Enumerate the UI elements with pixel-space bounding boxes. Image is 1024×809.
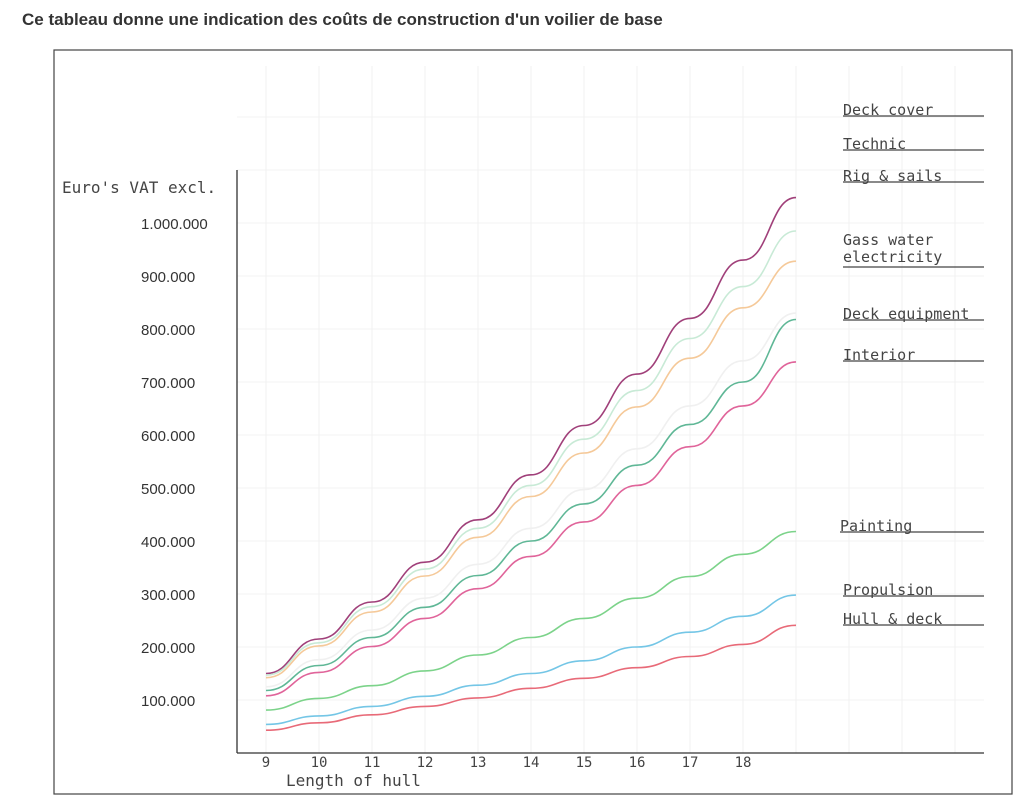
grid [237, 66, 984, 754]
legend-label-deck-cover: Deck cover [843, 101, 933, 119]
legend-label-painting: Painting [840, 517, 912, 535]
legend-label-propulsion: Propulsion [843, 581, 933, 599]
x-tick-label: 12 [417, 755, 434, 771]
tick-labels: 100.000 200.000 300.000 400.000 500.000 600.0… [141, 216, 751, 771]
series-line-deck-cover [265, 196, 797, 675]
legend-label-interior: Interior [843, 346, 915, 364]
x-tick-label: 11 [364, 755, 381, 771]
x-tick-label: 9 [262, 755, 270, 771]
legend-label-technic: Technic [843, 135, 906, 153]
y-tick-label: 400.000 [141, 534, 195, 551]
x-tick-label: 14 [523, 755, 540, 771]
y-tick-label: 200.000 [141, 640, 195, 657]
legend-label-deck-equipment: Deck equipment [843, 305, 969, 323]
y-tick-label: 500.000 [141, 481, 195, 498]
x-tick-label: 13 [470, 755, 487, 771]
x-tick-label: 15 [576, 755, 593, 771]
x-tick-label: 16 [629, 755, 646, 771]
legend-label-gass-water-electricity: Gass water electricity [843, 231, 942, 266]
series-line-technic [265, 230, 797, 676]
y-tick-label: 900.000 [141, 269, 195, 286]
y-tick-label: 600.000 [141, 428, 195, 445]
series-line-deck-equipment [265, 318, 797, 692]
legend-label-rig-sails: Rig & sails [843, 167, 942, 185]
y-tick-label: 1.000.000 [141, 216, 208, 233]
axes [236, 170, 984, 754]
x-tick-label: 18 [735, 755, 752, 771]
page-title: Ce tableau donne une indication des coût… [22, 10, 663, 29]
y-tick-label: 300.000 [141, 587, 195, 604]
chart-border [53, 49, 1013, 795]
legend-labels: Deck cover Technic Rig & sails Gass water el… [840, 101, 984, 628]
x-axis-label: Length of hull [286, 771, 421, 790]
series-lines [265, 196, 797, 731]
series-line-rig-sails [265, 260, 797, 679]
y-tick-label: 800.000 [141, 322, 195, 339]
y-tick-label: 100.000 [141, 693, 195, 710]
legend-label-hull-deck: Hull & deck [843, 610, 942, 628]
x-tick-label: 10 [311, 755, 328, 771]
series-line-hull-deck [265, 624, 797, 731]
series-line-interior [265, 361, 797, 697]
y-axis-label: Euro's VAT excl. [62, 178, 216, 197]
series-line-gass-water-electricity [265, 312, 797, 688]
series-line-propulsion [265, 594, 797, 726]
x-tick-label: 17 [682, 755, 699, 771]
y-tick-label: 700.000 [141, 375, 195, 392]
series-line-painting [265, 530, 797, 711]
